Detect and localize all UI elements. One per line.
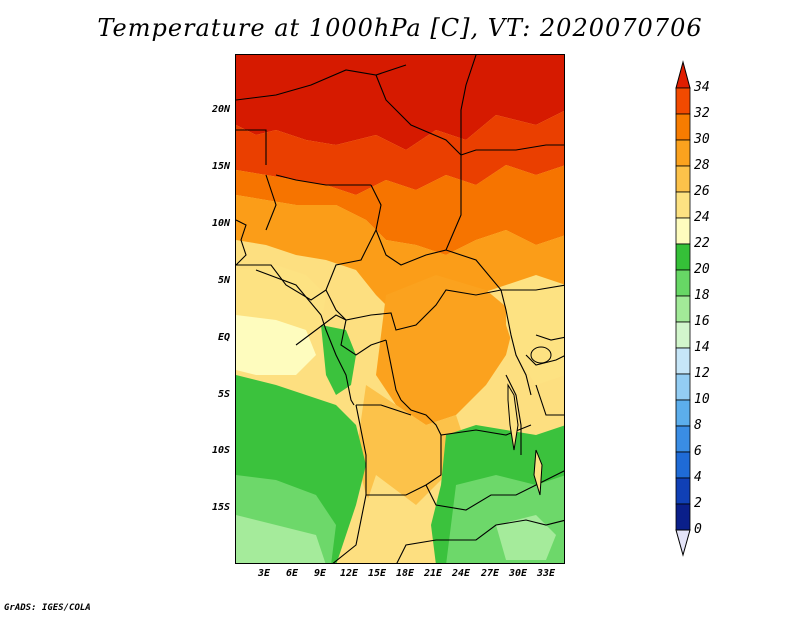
- colorbar-level-label: 32: [694, 106, 710, 121]
- field-band-32: [236, 55, 564, 150]
- lon-tick-label: 18E: [395, 568, 415, 579]
- lat-tick-label: 15S: [211, 502, 230, 513]
- colorbar-swatch: [675, 477, 691, 505]
- field-se-17: [496, 515, 556, 560]
- colorbar-swatch: [675, 347, 691, 375]
- field-band-28: [236, 165, 564, 255]
- lat-tick-label: EQ: [217, 332, 230, 343]
- colorbar-level-label: 22: [694, 236, 710, 251]
- footer-credit: GrADS: IGES/COLA: [4, 603, 91, 613]
- colorbar-swatch: [675, 139, 691, 167]
- colorbar-level-label: 30: [694, 132, 710, 147]
- lat-tick-label: 5S: [217, 389, 230, 400]
- colorbar-level-label: 12: [694, 366, 710, 381]
- colorbar-level-label: 24: [694, 210, 710, 225]
- lon-tick-label: 15E: [367, 568, 387, 579]
- field-gulf-23: [236, 315, 316, 375]
- lakes: [507, 346, 552, 496]
- lon-tick-label: 21E: [423, 568, 443, 579]
- lat-tick-label: 10S: [211, 445, 230, 456]
- lat-tick-label: 20N: [211, 104, 230, 115]
- colorbar-level-label: 20: [694, 262, 710, 277]
- lat-tick-label: 15N: [211, 161, 230, 172]
- map-title: Temperature at 1000hPa [C], VT: 20200707…: [97, 14, 703, 42]
- lon-tick-label: 27E: [480, 568, 500, 579]
- colorbar-swatch: [675, 399, 691, 427]
- colorbar-swatch: [675, 87, 691, 115]
- colorbar-bottom-triangle: [675, 529, 691, 557]
- colorbar-level-label: 18: [694, 288, 710, 303]
- field-band-30: [236, 111, 564, 195]
- lon-tick-label: 24E: [451, 568, 471, 579]
- colorbar-level-label: 2: [694, 496, 702, 511]
- lon-tick-label: 6E: [285, 568, 299, 579]
- colorbar-swatch: [675, 165, 691, 193]
- lat-tick-label: 5N: [217, 275, 230, 286]
- colorbar-level-label: 0: [694, 522, 702, 537]
- colorbar-swatch: [675, 191, 691, 219]
- field-band-26: [236, 195, 564, 315]
- colorbar-level-label: 26: [694, 184, 710, 199]
- lon-tick-label: 9E: [313, 568, 327, 579]
- colorbar-level-label: 8: [694, 418, 702, 433]
- colorbar-swatch: [675, 243, 691, 271]
- colorbar-top-triangle: [675, 60, 691, 89]
- lon-tick-label: 12E: [339, 568, 359, 579]
- colorbar-level-label: 16: [694, 314, 710, 329]
- colorbar-swatch: [675, 373, 691, 401]
- colorbar-swatch: [675, 217, 691, 245]
- lon-tick-label: 33E: [536, 568, 556, 579]
- colorbar-swatch: [675, 269, 691, 297]
- field-sw-17: [236, 515, 326, 563]
- temperature-map: [235, 54, 565, 564]
- country-borders: [236, 55, 564, 563]
- colorbar-swatch: [675, 321, 691, 349]
- lat-tick-label: 10N: [211, 218, 230, 229]
- lon-tick-label: 30E: [508, 568, 528, 579]
- lon-tick-label: 3E: [257, 568, 271, 579]
- colorbar-level-label: 6: [694, 444, 702, 459]
- colorbar-level-label: 14: [694, 340, 710, 355]
- colorbar-swatch: [675, 451, 691, 479]
- colorbar-swatch: [675, 295, 691, 323]
- colorbar-level-label: 10: [694, 392, 710, 407]
- colorbar-level-label: 28: [694, 158, 710, 173]
- colorbar-level-label: 4: [694, 470, 702, 485]
- colorbar-swatch: [675, 425, 691, 453]
- colorbar-swatch: [675, 503, 691, 531]
- colorbar-level-label: 34: [694, 80, 710, 95]
- field-interior-23: [356, 475, 436, 563]
- colorbar-swatch: [675, 113, 691, 141]
- field-interior-27: [376, 275, 516, 425]
- coastline: [236, 219, 355, 406]
